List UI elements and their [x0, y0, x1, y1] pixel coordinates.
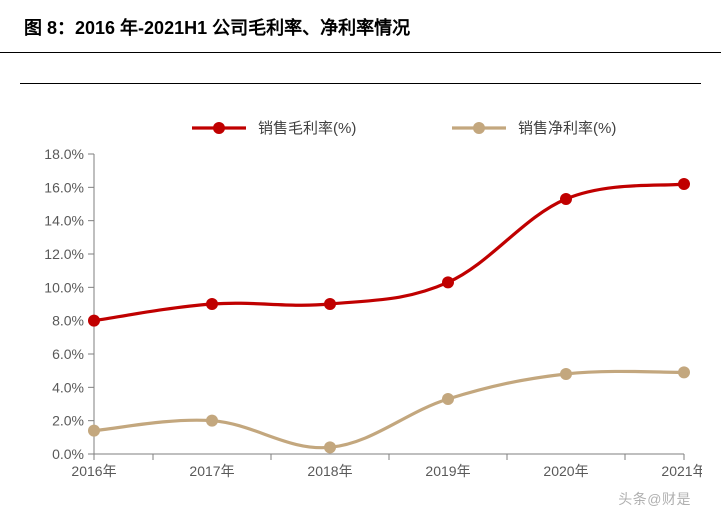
svg-text:销售净利率(%): 销售净利率(%): [518, 120, 616, 137]
svg-text:4.0%: 4.0%: [52, 379, 84, 395]
watermark: 头条@财是: [618, 489, 691, 509]
svg-text:2019年: 2019年: [425, 463, 470, 479]
svg-text:2016年: 2016年: [71, 463, 116, 479]
svg-text:2021年: 2021年: [661, 463, 702, 479]
chart-title: 图 8：2016 年-2021H1 公司毛利率、净利率情况: [0, 0, 721, 53]
svg-text:6.0%: 6.0%: [52, 346, 84, 362]
svg-text:16.0%: 16.0%: [44, 179, 84, 195]
svg-text:12.0%: 12.0%: [44, 246, 84, 262]
chart-svg: 销售毛利率(%) 销售净利率(%) 0.0% 2.0% 4.0% 6.0% 8.0% 10.0…: [22, 84, 702, 484]
svg-text:销售毛利率(%): 销售毛利率(%): [258, 120, 356, 137]
svg-text:2020年: 2020年: [543, 463, 588, 479]
svg-text:2017年: 2017年: [189, 463, 234, 479]
svg-text:8.0%: 8.0%: [52, 313, 84, 329]
svg-text:10.0%: 10.0%: [44, 279, 84, 295]
svg-text:0.0%: 0.0%: [52, 446, 84, 462]
svg-text:2018年: 2018年: [307, 463, 352, 479]
svg-text:14.0%: 14.0%: [44, 213, 84, 229]
margin-chart: 销售毛利率(%) 销售净利率(%) 0.0% 2.0% 4.0% 6.0% 8.0% 10.0…: [22, 84, 701, 484]
svg-text:18.0%: 18.0%: [44, 146, 84, 162]
svg-text:2.0%: 2.0%: [52, 413, 84, 429]
